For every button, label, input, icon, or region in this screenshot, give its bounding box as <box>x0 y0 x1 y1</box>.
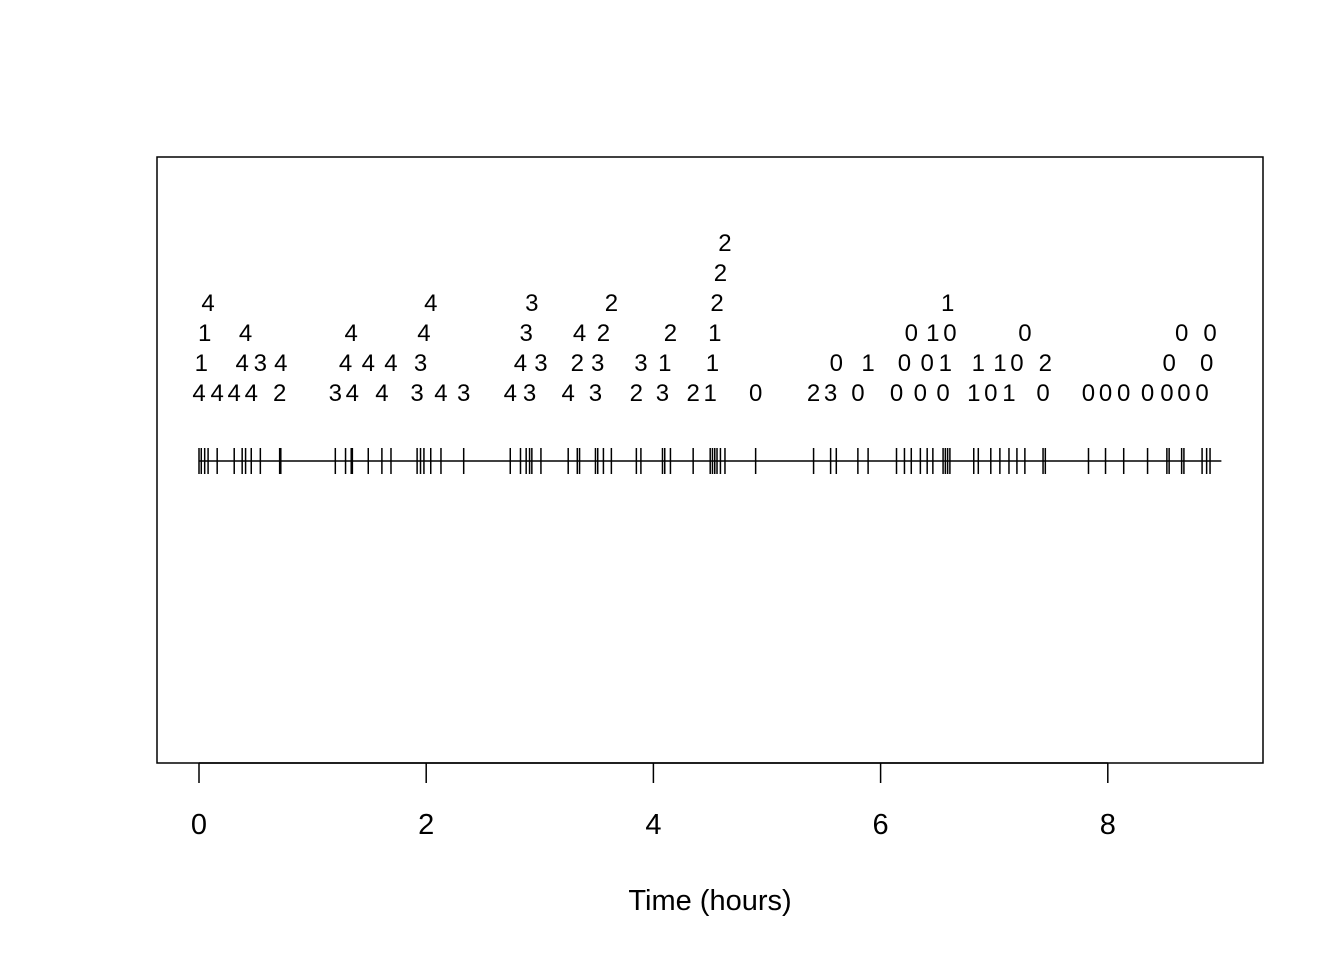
event-label: 0 <box>1018 320 1031 347</box>
event-label: 0 <box>914 380 927 407</box>
x-tick-label: 8 <box>1100 809 1116 841</box>
event-label: 3 <box>824 380 837 407</box>
event-label: 1 <box>658 350 671 377</box>
event-label: 1 <box>926 320 939 347</box>
event-label: 2 <box>630 380 643 407</box>
event-label: 0 <box>984 380 997 407</box>
event-label: 2 <box>686 380 699 407</box>
event-label: 1 <box>967 380 980 407</box>
event-label: 4 <box>417 320 430 347</box>
event-label: 3 <box>589 380 602 407</box>
event-label: 0 <box>1117 380 1130 407</box>
event-label: 3 <box>591 350 604 377</box>
event-label: 2 <box>273 380 286 407</box>
event-label: 0 <box>905 320 918 347</box>
event-label: 4 <box>562 380 575 407</box>
event-label: 4 <box>346 380 359 407</box>
event-label: 1 <box>993 350 1006 377</box>
event-label: 0 <box>1036 380 1049 407</box>
event-label: 4 <box>210 380 223 407</box>
event-label: 2 <box>571 350 584 377</box>
event-label: 4 <box>228 380 241 407</box>
event-label: 0 <box>920 350 933 377</box>
event-label: 0 <box>1010 350 1023 377</box>
x-tick-label: 0 <box>191 809 207 841</box>
event-label: 1 <box>704 380 717 407</box>
event-label: 4 <box>375 380 388 407</box>
event-label: 1 <box>706 350 719 377</box>
event-label: 2 <box>714 260 727 287</box>
event-label: 0 <box>1141 380 1154 407</box>
event-label: 4 <box>192 380 205 407</box>
event-label: 0 <box>1200 350 1213 377</box>
event-label: 2 <box>605 290 618 317</box>
event-label: 4 <box>424 290 437 317</box>
event-label: 4 <box>434 380 447 407</box>
x-tick-label: 4 <box>645 809 661 841</box>
event-label: 0 <box>1160 380 1173 407</box>
x-tick-label: 2 <box>418 809 434 841</box>
event-label: 0 <box>898 350 911 377</box>
event-label: 2 <box>664 320 677 347</box>
x-axis: 0 2 4 6 8 <box>191 762 1116 841</box>
event-label: 4 <box>245 380 258 407</box>
event-label: 4 <box>339 350 352 377</box>
event-label: 0 <box>749 380 762 407</box>
event-label: 1 <box>195 350 208 377</box>
event-label: 0 <box>1203 320 1216 347</box>
event-label: 3 <box>525 290 538 317</box>
event-label: 0 <box>851 380 864 407</box>
x-tick-label: 6 <box>873 809 889 841</box>
event-label: 1 <box>1002 380 1015 407</box>
event-label: 0 <box>1162 350 1175 377</box>
event-label: 0 <box>1195 380 1208 407</box>
event-label: 2 <box>710 290 723 317</box>
x-axis-label: Time (hours) <box>628 885 791 917</box>
event-label: 2 <box>718 230 731 257</box>
event-label: 4 <box>201 290 214 317</box>
event-label: 3 <box>656 380 669 407</box>
event-label: 4 <box>504 380 517 407</box>
event-label: 0 <box>943 320 956 347</box>
event-label: 4 <box>239 320 252 347</box>
event-label: 4 <box>274 350 287 377</box>
event-label: 3 <box>534 350 547 377</box>
event-label: 1 <box>708 320 721 347</box>
event-label: 4 <box>573 320 586 347</box>
event-label: 3 <box>254 350 267 377</box>
event-label: 4 <box>384 350 397 377</box>
event-label: 3 <box>457 380 470 407</box>
event-label: 1 <box>861 350 874 377</box>
event-label: 2 <box>807 380 820 407</box>
event-label: 4 <box>362 350 375 377</box>
event-label: 3 <box>519 320 532 347</box>
event-label: 1 <box>939 350 952 377</box>
event-label: 0 <box>1082 380 1095 407</box>
event-label: 4 <box>345 320 358 347</box>
event-label: 0 <box>830 350 843 377</box>
event-label: 0 <box>1175 320 1188 347</box>
event-label: 1 <box>198 320 211 347</box>
event-label: 3 <box>523 380 536 407</box>
event-label: 3 <box>634 350 647 377</box>
event-label: 4 <box>235 350 248 377</box>
event-label: 3 <box>410 380 423 407</box>
event-label: 0 <box>1099 380 1112 407</box>
event-label: 3 <box>414 350 427 377</box>
event-label: 3 <box>329 380 342 407</box>
event-label: 2 <box>1039 350 1052 377</box>
event-label: 0 <box>1177 380 1190 407</box>
event-label: 0 <box>890 380 903 407</box>
event-label: 2 <box>597 320 610 347</box>
event-label: 1 <box>972 350 985 377</box>
event-label: 1 <box>941 290 954 317</box>
event-label: 4 <box>514 350 527 377</box>
event-label: 0 <box>936 380 949 407</box>
